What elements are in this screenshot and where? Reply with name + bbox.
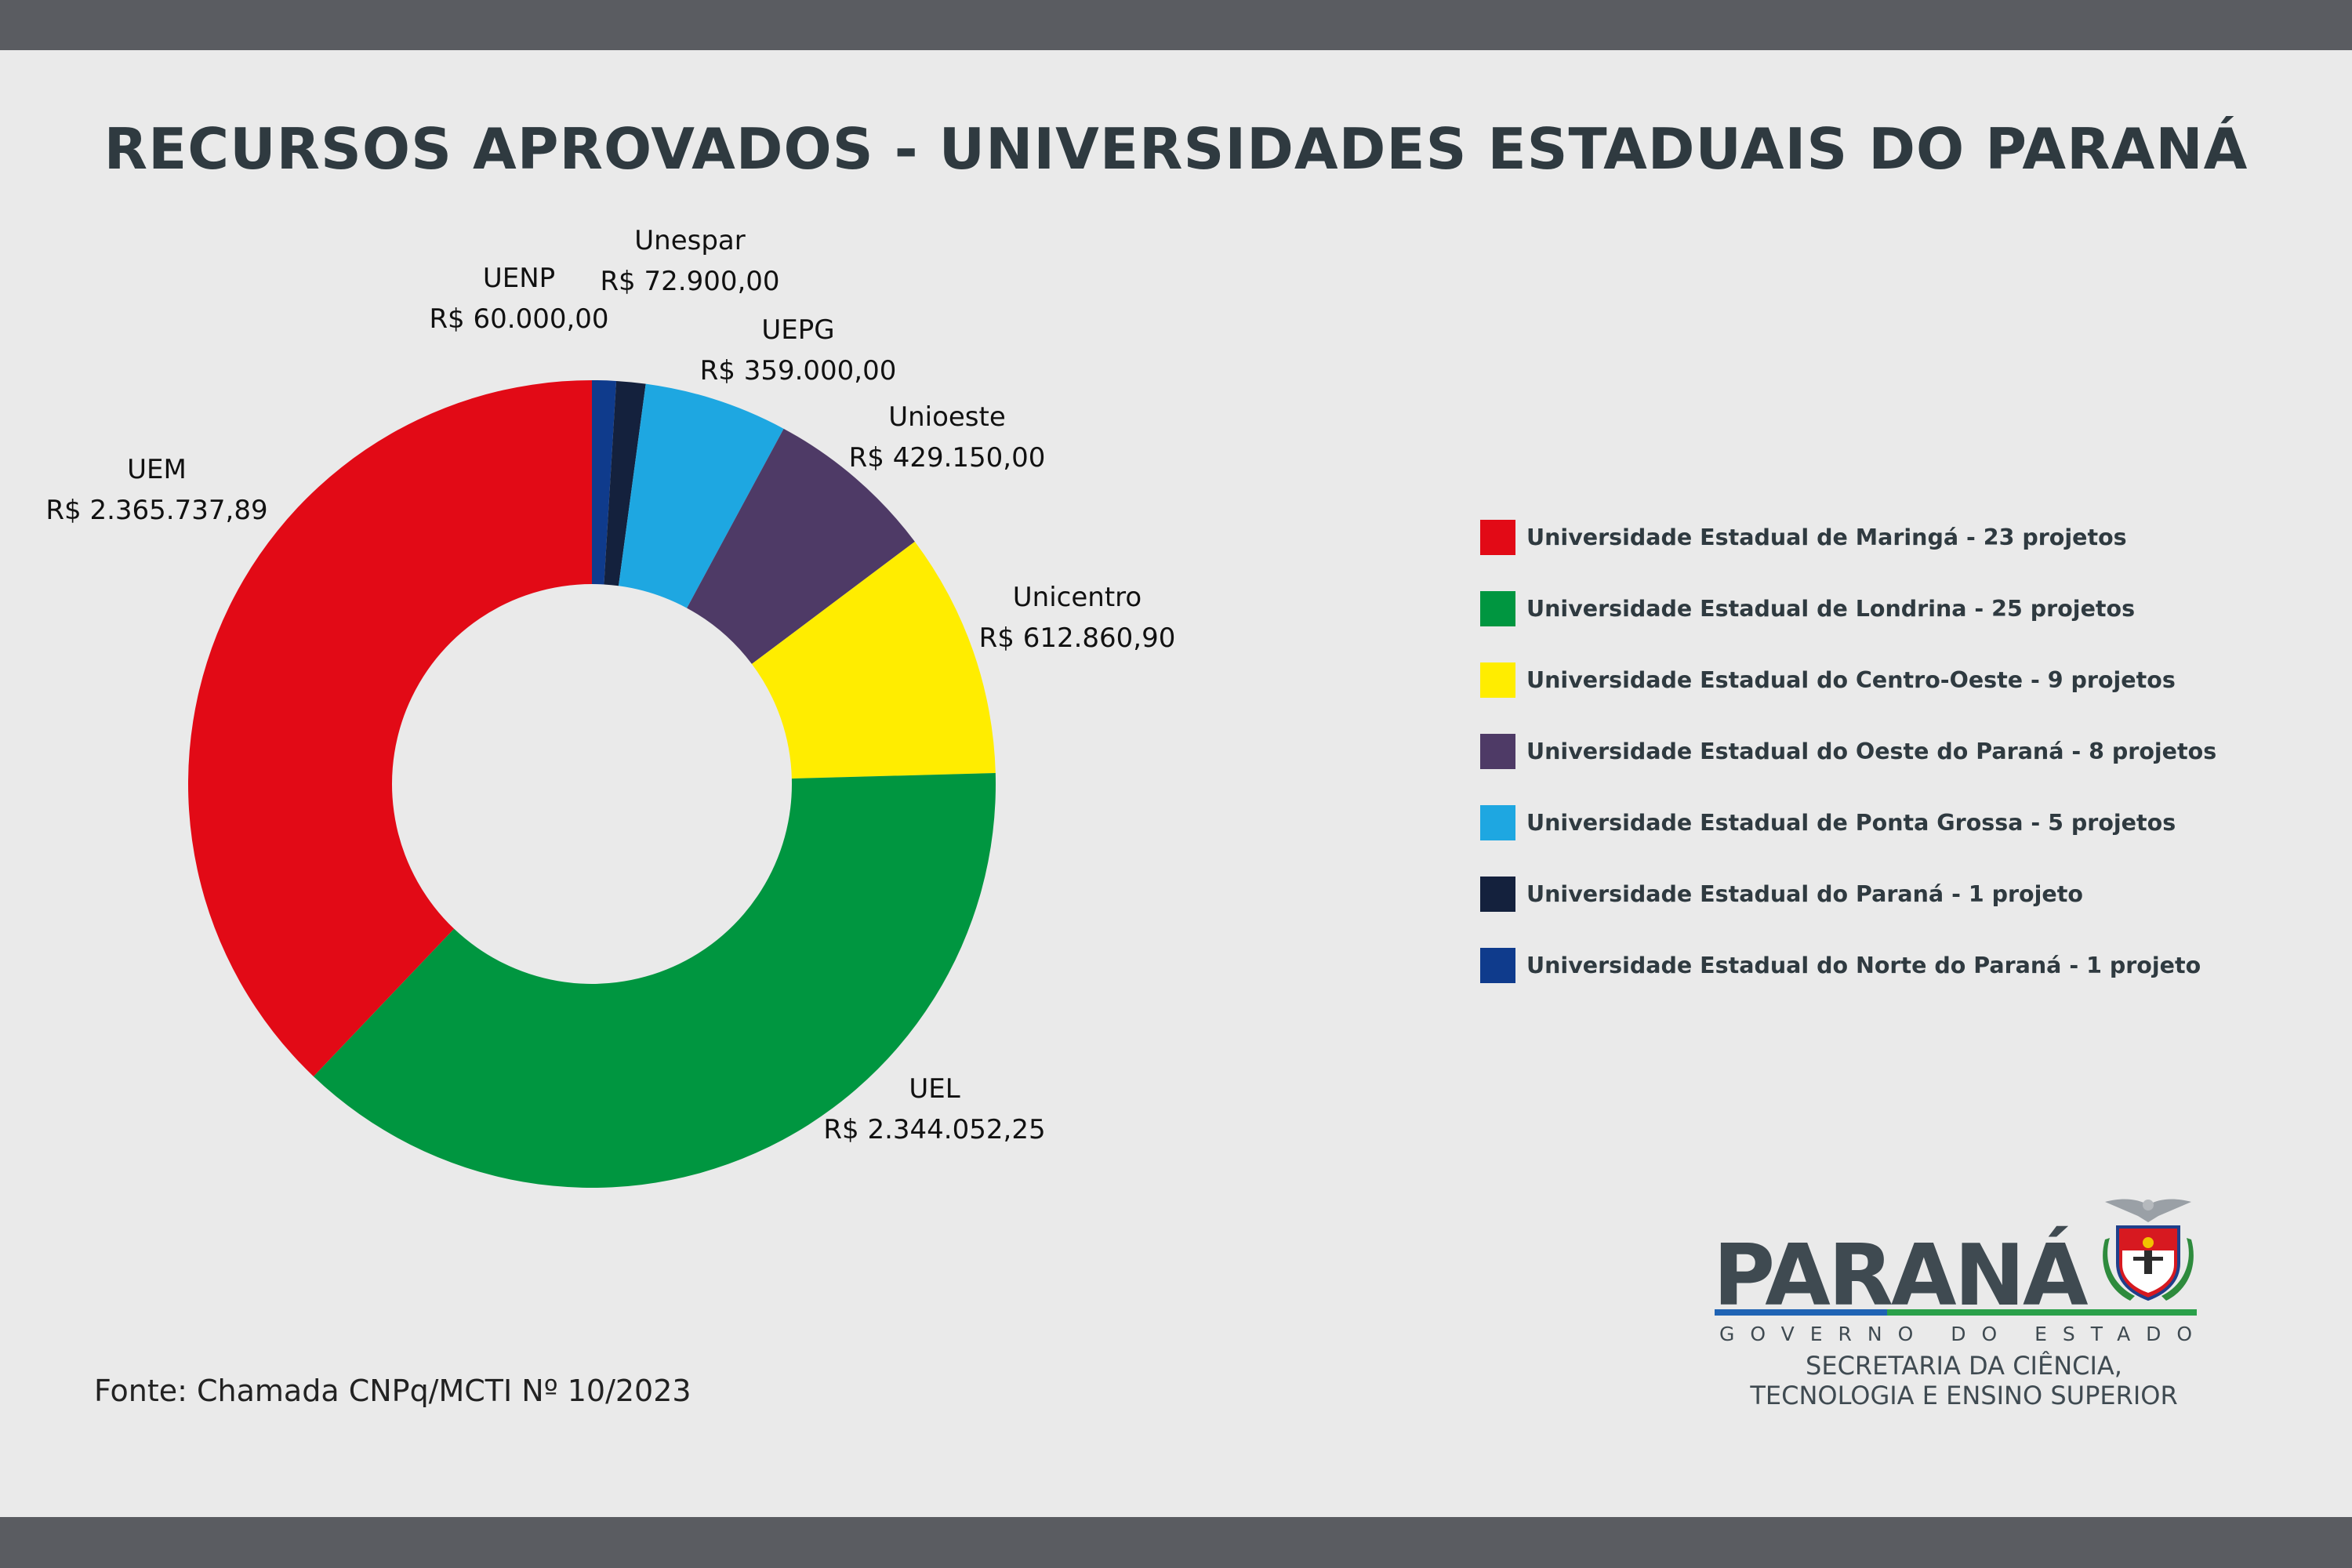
slice-value-unespar: R$ 72.900,00	[600, 266, 779, 297]
legend-swatch	[1480, 877, 1515, 912]
coat-of-arms-icon	[2103, 1199, 2194, 1301]
slice-label-uem: UEM	[127, 454, 187, 485]
legend-swatch	[1480, 591, 1515, 626]
slice-unicentro	[751, 541, 996, 779]
logo-wordmark: PARANÁ	[1713, 1227, 2089, 1325]
slice-label-uenp: UENP	[483, 263, 555, 294]
legend-label: Universidade Estadual de Ponta Grossa - …	[1526, 810, 2176, 836]
slice-label-unespar: Unespar	[634, 225, 745, 256]
slice-value-unicentro: R$ 612.860,90	[979, 622, 1176, 654]
legend-item: Universidade Estadual de Maringá - 23 pr…	[1480, 502, 2216, 573]
donut-slices	[188, 380, 996, 1188]
legend-item: Universidade Estadual de Ponta Grossa - …	[1480, 787, 2216, 858]
slice-value-uel: R$ 2.344.052,25	[823, 1114, 1045, 1145]
legend-item: Universidade Estadual do Centro-Oeste - …	[1480, 644, 2216, 716]
secretaria-name: SECRETARIA DA CIÊNCIA, TECNOLOGIA E ENSI…	[1713, 1351, 2215, 1410]
slice-value-uepg: R$ 359.000,00	[700, 355, 897, 387]
top-bar	[0, 0, 2352, 50]
legend-label: Universidade Estadual de Maringá - 23 pr…	[1526, 524, 2127, 550]
bottom-bar	[0, 1517, 2352, 1568]
slice-label-unioeste: Unioeste	[888, 401, 1006, 433]
legend-item: Universidade Estadual do Norte do Paraná…	[1480, 930, 2216, 1001]
slice-label-uepg: UEPG	[761, 314, 834, 346]
donut-chart: UENP R$ 60.000,00 Unespar R$ 72.900,00 UEPG R…	[45, 225, 1175, 1188]
legend-swatch	[1480, 662, 1515, 698]
legend-label: Universidade Estadual do Paraná - 1 proj…	[1526, 881, 2083, 907]
legend-label: Universidade Estadual do Oeste do Paraná…	[1526, 739, 2217, 764]
legend-item: Universidade Estadual do Paraná - 1 proj…	[1480, 858, 2216, 930]
slice-value-uenp: R$ 60.000,00	[429, 303, 608, 335]
logo-subtitle: GOVERNO DO ESTADO	[1719, 1323, 2209, 1345]
slice-labels: UENP R$ 60.000,00 Unespar R$ 72.900,00 UEPG R…	[45, 225, 1175, 1145]
slice-uepg	[619, 383, 784, 608]
secretaria-line-2: TECNOLOGIA E ENSINO SUPERIOR	[1750, 1381, 2178, 1410]
slice-value-uem: R$ 2.365.737,89	[45, 495, 267, 526]
legend-label: Universidade Estadual do Norte do Paraná…	[1526, 953, 2201, 978]
page-title: RECURSOS APROVADOS - UNIVERSIDADES ESTAD…	[103, 116, 2249, 182]
legend-swatch	[1480, 805, 1515, 840]
legend-item: Universidade Estadual do Oeste do Paraná…	[1480, 716, 2216, 787]
legend-swatch	[1480, 520, 1515, 555]
slice-label-uel: UEL	[909, 1073, 960, 1105]
legend-item: Universidade Estadual de Londrina - 25 p…	[1480, 573, 2216, 644]
slice-label-unicentro: Unicentro	[1013, 582, 1142, 613]
slice-unespar	[604, 380, 646, 586]
legend-swatch	[1480, 734, 1515, 769]
legend-label: Universidade Estadual de Londrina - 25 p…	[1526, 596, 2136, 622]
chart-legend: Universidade Estadual de Maringá - 23 pr…	[1480, 502, 2216, 1001]
slice-uenp	[592, 380, 617, 585]
legend-label: Universidade Estadual do Centro-Oeste - …	[1526, 667, 2176, 693]
slice-uem	[188, 380, 593, 1076]
source-note: Fonte: Chamada CNPq/MCTI Nº 10/2023	[94, 1374, 691, 1408]
slice-uel	[313, 773, 996, 1188]
slice-value-unioeste: R$ 429.150,00	[849, 442, 1046, 474]
slice-unioeste	[687, 428, 915, 664]
legend-swatch	[1480, 948, 1515, 983]
logo-stripe	[1715, 1309, 2197, 1316]
parana-government-logo: PARANÁ GOVERNO DO ESTADO SECRETARIA DA C…	[1713, 1196, 2215, 1423]
secretaria-line-1: SECRETARIA DA CIÊNCIA,	[1806, 1351, 2122, 1381]
